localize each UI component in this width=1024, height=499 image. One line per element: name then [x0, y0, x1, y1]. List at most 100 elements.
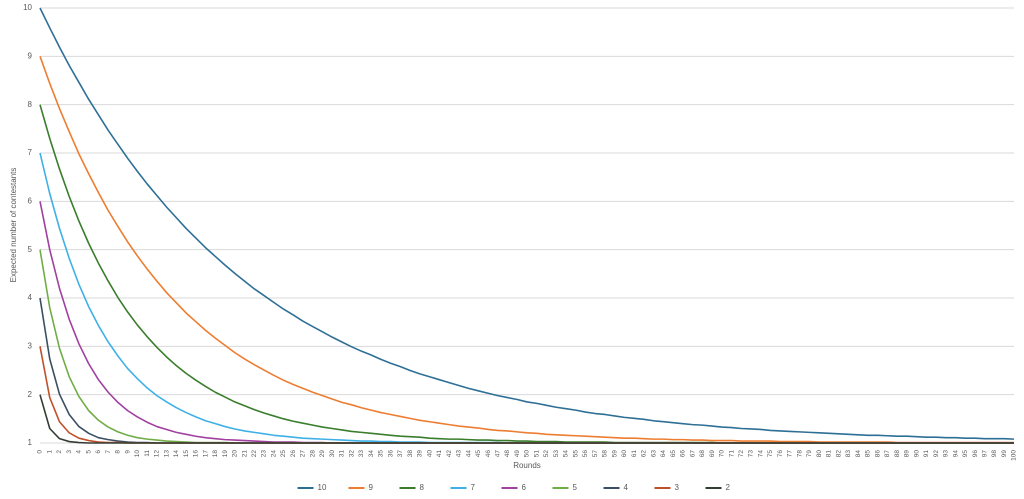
x-tick-label: 0: [37, 450, 44, 454]
x-tick-label: 3: [66, 450, 73, 454]
x-tick-label: 51: [533, 450, 540, 458]
x-tick-label: 10: [134, 450, 141, 458]
x-tick-label: 28: [309, 450, 316, 458]
x-tick-label: 71: [728, 450, 735, 458]
x-tick-label: 45: [475, 450, 482, 458]
x-tick-label: 37: [397, 450, 404, 458]
series-line: [39, 394, 1014, 444]
x-tick-label: 42: [446, 450, 453, 458]
legend-label: 10: [318, 483, 327, 492]
x-tick-label: 62: [641, 450, 648, 458]
x-tick-label: 56: [582, 450, 589, 458]
y-tick-label: 7: [28, 148, 33, 157]
legend-label: 6: [522, 483, 527, 492]
x-tick-label: 15: [183, 450, 190, 458]
x-tick-label: 21: [241, 450, 248, 458]
y-axis-label: Expected number of contestants: [9, 168, 18, 283]
y-tick-label: 4: [28, 293, 33, 302]
x-tick-label: 26: [290, 450, 297, 458]
x-tick-label: 31: [339, 450, 346, 458]
series-line: [39, 104, 1014, 444]
x-tick-label: 50: [524, 450, 531, 458]
x-tick-label: 12: [154, 450, 161, 458]
x-tick-label: 32: [348, 450, 355, 458]
y-tick-label: 3: [28, 341, 33, 350]
x-tick-label: 59: [611, 450, 618, 458]
x-tick-label: 65: [670, 450, 677, 458]
x-tick-label: 18: [212, 450, 219, 458]
x-tick-label: 68: [699, 450, 706, 458]
x-tick-label: 83: [845, 450, 852, 458]
x-tick-label: 48: [504, 450, 511, 458]
legend-label: 9: [369, 483, 374, 492]
x-tick-label: 92: [933, 450, 940, 458]
x-tick-label: 35: [378, 450, 385, 458]
x-tick-label: 16: [193, 450, 200, 458]
x-tick-label: 23: [261, 450, 268, 458]
x-tick-label: 30: [329, 450, 336, 458]
x-tick-label: 64: [660, 450, 667, 458]
x-tick-label: 46: [485, 450, 492, 458]
x-tick-label: 33: [358, 450, 365, 458]
x-tick-label: 40: [426, 450, 433, 458]
legend-label: 2: [726, 483, 731, 492]
x-tick-label: 43: [456, 450, 463, 458]
x-tick-label: 87: [884, 450, 891, 458]
y-tick-label: 6: [28, 196, 33, 205]
x-tick-label: 99: [1001, 450, 1008, 458]
x-tick-label: 86: [874, 450, 881, 458]
x-tick-label: 19: [222, 450, 229, 458]
y-tick-label: 5: [28, 245, 33, 254]
x-tick-label: 61: [631, 450, 638, 458]
x-tick-label: 58: [602, 450, 609, 458]
x-tick-label: 29: [319, 450, 326, 458]
legend-label: 3: [675, 483, 680, 492]
x-tick-label: 94: [952, 450, 959, 458]
x-tick-label: 74: [757, 450, 764, 458]
y-tick-label: 9: [28, 51, 33, 60]
x-tick-label: 36: [387, 450, 394, 458]
x-tick-label: 96: [972, 450, 979, 458]
x-tick-label: 77: [787, 450, 794, 458]
x-tick-label: 34: [368, 450, 375, 458]
x-tick-label: 22: [251, 450, 258, 458]
legend-label: 8: [420, 483, 425, 492]
x-tick-label: 52: [543, 450, 550, 458]
x-tick-label: 9: [124, 450, 131, 454]
x-tick-label: 4: [76, 450, 83, 454]
x-tick-label: 76: [777, 450, 784, 458]
x-tick-label: 7: [105, 450, 112, 454]
x-tick-label: 78: [796, 450, 803, 458]
x-tick-label: 81: [826, 450, 833, 458]
x-tick-label: 91: [923, 450, 930, 458]
x-tick-label: 97: [981, 450, 988, 458]
x-tick-label: 75: [767, 450, 774, 458]
x-tick-label: 20: [232, 450, 239, 458]
series-line: [39, 56, 1014, 444]
x-tick-label: 84: [855, 450, 862, 458]
x-tick-label: 13: [163, 450, 170, 458]
x-tick-label: 6: [95, 450, 102, 454]
x-tick-label: 11: [144, 450, 151, 457]
x-axis-label: Rounds: [513, 461, 541, 470]
x-tick-label: 44: [465, 450, 472, 458]
x-tick-label: 90: [913, 450, 920, 458]
y-tick-label: 8: [28, 100, 33, 109]
x-tick-label: 60: [621, 450, 628, 458]
x-tick-label: 5: [85, 450, 92, 454]
series-line: [39, 201, 1014, 444]
x-tick-label: 85: [865, 450, 872, 458]
x-tick-label: 8: [115, 450, 122, 454]
series-line: [39, 297, 1014, 444]
x-tick-label: 95: [962, 450, 969, 458]
x-tick-label: 55: [572, 450, 579, 458]
x-tick-label: 69: [709, 450, 716, 458]
legend-label: 5: [573, 483, 578, 492]
y-tick-label: 10: [23, 3, 32, 12]
x-tick-label: 1: [46, 450, 53, 454]
x-tick-label: 63: [650, 450, 657, 458]
legend-label: 7: [471, 483, 476, 492]
x-tick-label: 89: [904, 450, 911, 458]
x-tick-label: 14: [173, 450, 180, 458]
